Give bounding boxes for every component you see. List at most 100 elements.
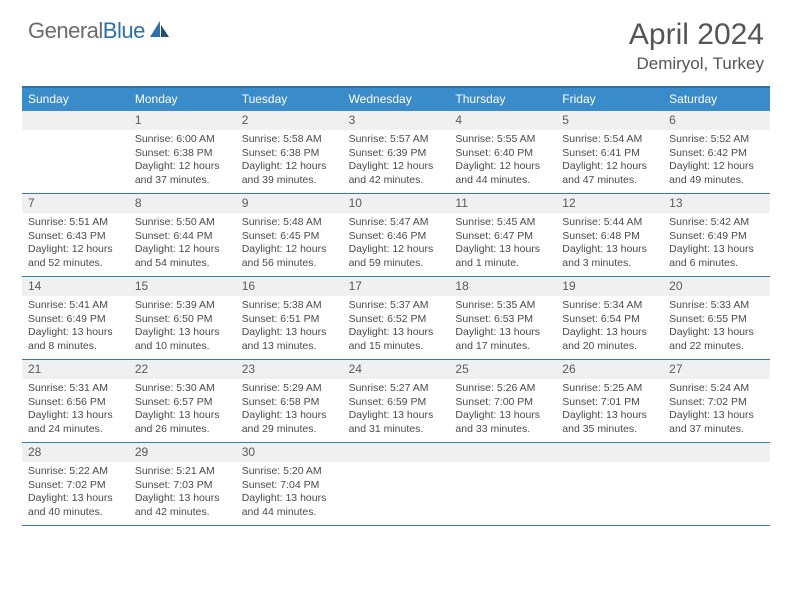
sunset-text: Sunset: 6:53 PM bbox=[455, 313, 550, 326]
day-number: 29 bbox=[129, 443, 236, 462]
sunrise-text: Sunrise: 5:42 AM bbox=[669, 216, 764, 229]
sunrise-text: Sunrise: 5:21 AM bbox=[135, 465, 230, 478]
day-body: Sunrise: 5:34 AMSunset: 6:54 PMDaylight:… bbox=[556, 296, 663, 357]
daylight-text: and 37 minutes. bbox=[669, 423, 764, 436]
daylight-text: and 35 minutes. bbox=[562, 423, 657, 436]
day-number: 14 bbox=[22, 277, 129, 296]
daylight-text: and 59 minutes. bbox=[349, 257, 444, 270]
daylight-text: Daylight: 13 hours bbox=[135, 409, 230, 422]
daylight-text: Daylight: 13 hours bbox=[669, 243, 764, 256]
day-cell bbox=[22, 111, 129, 193]
sunset-text: Sunset: 7:02 PM bbox=[28, 479, 123, 492]
day-number: 16 bbox=[236, 277, 343, 296]
day-number: 22 bbox=[129, 360, 236, 379]
daylight-text: and 1 minute. bbox=[455, 257, 550, 270]
daylight-text: Daylight: 13 hours bbox=[28, 409, 123, 422]
day-cell bbox=[343, 443, 450, 525]
day-number: 5 bbox=[556, 111, 663, 130]
sunrise-text: Sunrise: 5:31 AM bbox=[28, 382, 123, 395]
day-number: 4 bbox=[449, 111, 556, 130]
day-body: Sunrise: 5:38 AMSunset: 6:51 PMDaylight:… bbox=[236, 296, 343, 357]
day-body: Sunrise: 5:45 AMSunset: 6:47 PMDaylight:… bbox=[449, 213, 556, 274]
day-number: 13 bbox=[663, 194, 770, 213]
sunset-text: Sunset: 7:02 PM bbox=[669, 396, 764, 409]
sunset-text: Sunset: 7:01 PM bbox=[562, 396, 657, 409]
sunset-text: Sunset: 7:00 PM bbox=[455, 396, 550, 409]
sunset-text: Sunset: 6:48 PM bbox=[562, 230, 657, 243]
sunrise-text: Sunrise: 5:25 AM bbox=[562, 382, 657, 395]
week-row: 14Sunrise: 5:41 AMSunset: 6:49 PMDayligh… bbox=[22, 277, 770, 360]
daylight-text: Daylight: 12 hours bbox=[28, 243, 123, 256]
sunset-text: Sunset: 6:57 PM bbox=[135, 396, 230, 409]
daylight-text: Daylight: 13 hours bbox=[135, 492, 230, 505]
day-cell bbox=[449, 443, 556, 525]
sunset-text: Sunset: 6:51 PM bbox=[242, 313, 337, 326]
daylight-text: Daylight: 13 hours bbox=[28, 326, 123, 339]
daylight-text: and 6 minutes. bbox=[669, 257, 764, 270]
weekday-label: Thursday bbox=[449, 88, 556, 111]
day-number: 21 bbox=[22, 360, 129, 379]
daylight-text: Daylight: 13 hours bbox=[562, 326, 657, 339]
daylight-text: and 42 minutes. bbox=[135, 506, 230, 519]
day-cell: 2Sunrise: 5:58 AMSunset: 6:38 PMDaylight… bbox=[236, 111, 343, 193]
day-cell bbox=[556, 443, 663, 525]
sunset-text: Sunset: 6:52 PM bbox=[349, 313, 444, 326]
day-cell: 12Sunrise: 5:44 AMSunset: 6:48 PMDayligh… bbox=[556, 194, 663, 276]
day-body: Sunrise: 5:51 AMSunset: 6:43 PMDaylight:… bbox=[22, 213, 129, 274]
location-label: Demiryol, Turkey bbox=[629, 54, 764, 74]
day-cell: 11Sunrise: 5:45 AMSunset: 6:47 PMDayligh… bbox=[449, 194, 556, 276]
sunrise-text: Sunrise: 5:37 AM bbox=[349, 299, 444, 312]
week-row: 1Sunrise: 6:00 AMSunset: 6:38 PMDaylight… bbox=[22, 111, 770, 194]
day-body: Sunrise: 5:24 AMSunset: 7:02 PMDaylight:… bbox=[663, 379, 770, 440]
title-block: April 2024 Demiryol, Turkey bbox=[629, 18, 764, 74]
day-body: Sunrise: 5:29 AMSunset: 6:58 PMDaylight:… bbox=[236, 379, 343, 440]
page-header: GeneralBlue April 2024 Demiryol, Turkey bbox=[0, 0, 792, 80]
sunset-text: Sunset: 6:49 PM bbox=[669, 230, 764, 243]
sunset-text: Sunset: 6:54 PM bbox=[562, 313, 657, 326]
day-body: Sunrise: 5:50 AMSunset: 6:44 PMDaylight:… bbox=[129, 213, 236, 274]
day-cell: 15Sunrise: 5:39 AMSunset: 6:50 PMDayligh… bbox=[129, 277, 236, 359]
weekday-label: Tuesday bbox=[236, 88, 343, 111]
day-body: Sunrise: 5:41 AMSunset: 6:49 PMDaylight:… bbox=[22, 296, 129, 357]
day-cell: 24Sunrise: 5:27 AMSunset: 6:59 PMDayligh… bbox=[343, 360, 450, 442]
day-cell: 6Sunrise: 5:52 AMSunset: 6:42 PMDaylight… bbox=[663, 111, 770, 193]
sunrise-text: Sunrise: 5:29 AM bbox=[242, 382, 337, 395]
day-cell: 4Sunrise: 5:55 AMSunset: 6:40 PMDaylight… bbox=[449, 111, 556, 193]
day-body: Sunrise: 5:31 AMSunset: 6:56 PMDaylight:… bbox=[22, 379, 129, 440]
daylight-text: and 26 minutes. bbox=[135, 423, 230, 436]
sunset-text: Sunset: 6:42 PM bbox=[669, 147, 764, 160]
daylight-text: and 52 minutes. bbox=[28, 257, 123, 270]
sunset-text: Sunset: 6:38 PM bbox=[242, 147, 337, 160]
sunrise-text: Sunrise: 5:20 AM bbox=[242, 465, 337, 478]
day-body: Sunrise: 5:33 AMSunset: 6:55 PMDaylight:… bbox=[663, 296, 770, 357]
sunrise-text: Sunrise: 5:27 AM bbox=[349, 382, 444, 395]
sunset-text: Sunset: 7:03 PM bbox=[135, 479, 230, 492]
day-body: Sunrise: 5:42 AMSunset: 6:49 PMDaylight:… bbox=[663, 213, 770, 274]
daylight-text: and 37 minutes. bbox=[135, 174, 230, 187]
daylight-text: Daylight: 12 hours bbox=[349, 243, 444, 256]
day-body: Sunrise: 5:54 AMSunset: 6:41 PMDaylight:… bbox=[556, 130, 663, 191]
sunset-text: Sunset: 7:04 PM bbox=[242, 479, 337, 492]
day-body: Sunrise: 5:22 AMSunset: 7:02 PMDaylight:… bbox=[22, 462, 129, 523]
day-cell: 10Sunrise: 5:47 AMSunset: 6:46 PMDayligh… bbox=[343, 194, 450, 276]
sunrise-text: Sunrise: 5:38 AM bbox=[242, 299, 337, 312]
daylight-text: Daylight: 13 hours bbox=[455, 326, 550, 339]
day-cell: 1Sunrise: 6:00 AMSunset: 6:38 PMDaylight… bbox=[129, 111, 236, 193]
daylight-text: and 10 minutes. bbox=[135, 340, 230, 353]
day-number: 12 bbox=[556, 194, 663, 213]
daylight-text: and 44 minutes. bbox=[242, 506, 337, 519]
daylight-text: Daylight: 12 hours bbox=[135, 160, 230, 173]
daylight-text: Daylight: 13 hours bbox=[562, 243, 657, 256]
day-body: Sunrise: 5:35 AMSunset: 6:53 PMDaylight:… bbox=[449, 296, 556, 357]
daylight-text: Daylight: 13 hours bbox=[669, 409, 764, 422]
day-cell: 3Sunrise: 5:57 AMSunset: 6:39 PMDaylight… bbox=[343, 111, 450, 193]
daylight-text: Daylight: 13 hours bbox=[135, 326, 230, 339]
day-cell: 17Sunrise: 5:37 AMSunset: 6:52 PMDayligh… bbox=[343, 277, 450, 359]
day-number: 27 bbox=[663, 360, 770, 379]
weeks-container: 1Sunrise: 6:00 AMSunset: 6:38 PMDaylight… bbox=[22, 111, 770, 526]
day-body: Sunrise: 5:52 AMSunset: 6:42 PMDaylight:… bbox=[663, 130, 770, 191]
daylight-text: and 15 minutes. bbox=[349, 340, 444, 353]
daylight-text: Daylight: 12 hours bbox=[349, 160, 444, 173]
sunset-text: Sunset: 6:38 PM bbox=[135, 147, 230, 160]
daylight-text: and 17 minutes. bbox=[455, 340, 550, 353]
